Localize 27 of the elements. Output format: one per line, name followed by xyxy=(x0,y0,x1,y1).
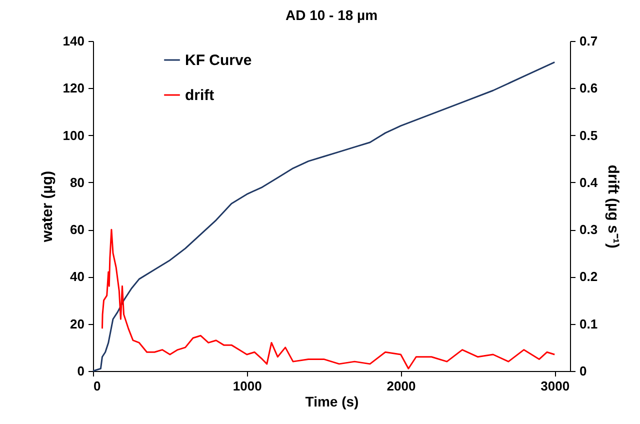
y-tick-label: 0 xyxy=(77,364,84,378)
y2-tick-label: 0.1 xyxy=(580,316,598,332)
y-tick-label: 120 xyxy=(62,80,84,96)
y-tick-label: 100 xyxy=(62,128,84,143)
y2-tick-label: 0.7 xyxy=(580,34,598,48)
line-series xyxy=(101,228,556,370)
legend-label: KF Curve xyxy=(185,52,252,69)
x-tick-label: 1000 xyxy=(232,378,262,394)
x-axis-title: Time (s) xyxy=(305,394,359,410)
x-tick-label: 2000 xyxy=(386,378,416,394)
y-tick-label: 60 xyxy=(70,222,84,238)
x-tick-label: 0 xyxy=(94,378,101,394)
y-tick-label: 20 xyxy=(70,316,84,332)
chart-title: AD 10 - 18 µm xyxy=(285,7,378,23)
y2-tick-label: 0.5 xyxy=(580,128,598,143)
y-tick-label: 80 xyxy=(70,174,84,190)
x-tick-label: 3000 xyxy=(540,378,570,394)
y-tick-label: 40 xyxy=(70,269,84,284)
y-tick-label: 140 xyxy=(62,34,84,48)
legend-label: drift xyxy=(185,87,214,104)
y2-tick-label: 0.2 xyxy=(580,269,598,284)
y2-tick-label: 0 xyxy=(580,364,587,378)
y2-axis-title: drift (µg s⁻¹) xyxy=(604,164,622,248)
y2-tick-label: 0.3 xyxy=(580,222,598,238)
y2-tick-label: 0.6 xyxy=(580,80,598,96)
y2-tick-label: 0.4 xyxy=(580,174,598,190)
y-axis-title: water (µg) xyxy=(38,170,56,244)
